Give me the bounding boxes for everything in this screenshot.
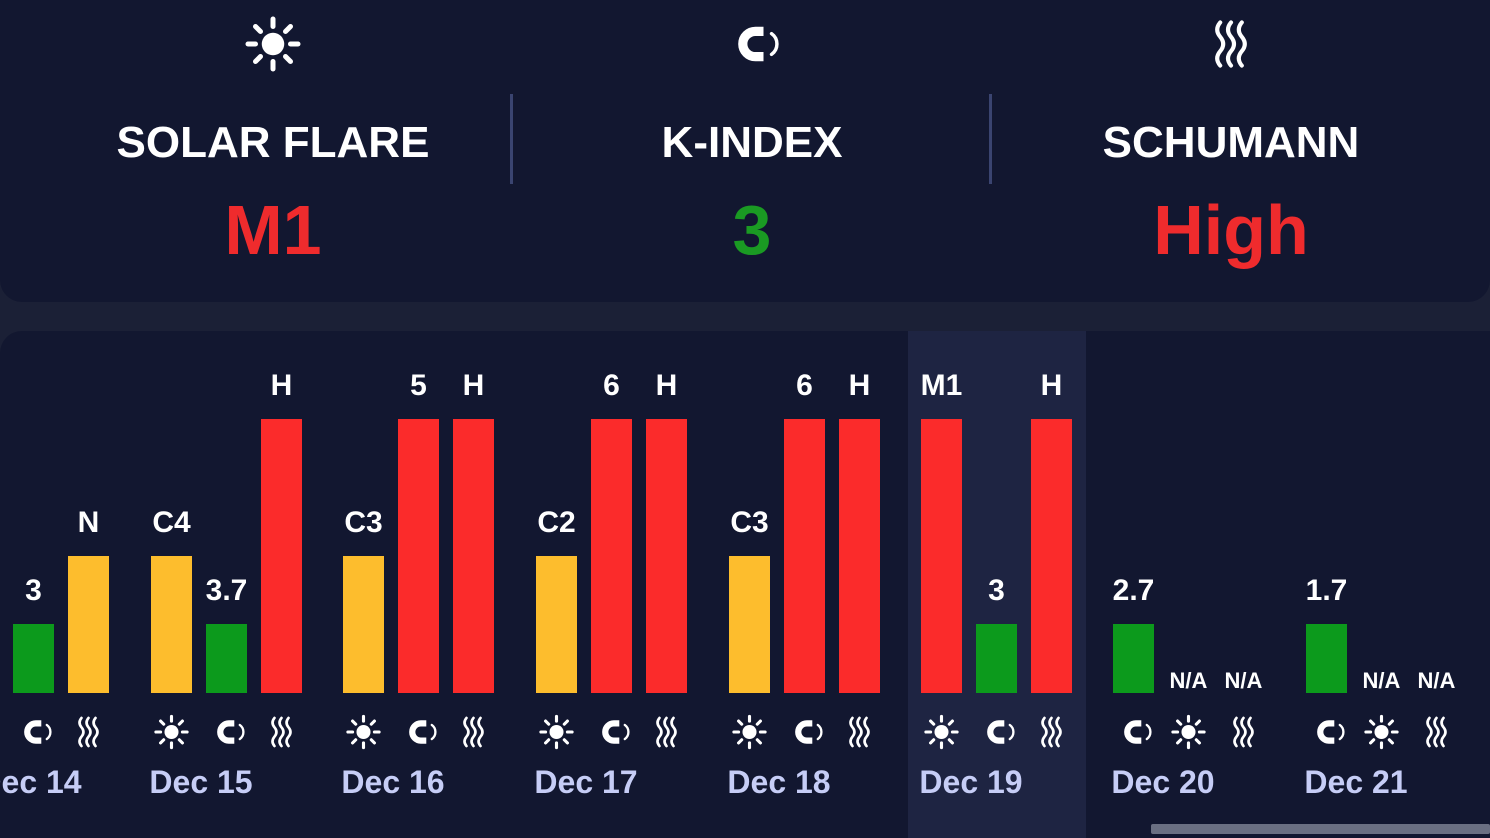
magnet-icon <box>990 723 1013 740</box>
solar-flare-value: M1 <box>224 191 322 269</box>
magnet-icon <box>1320 723 1343 740</box>
k-index-label: 6 <box>603 369 620 402</box>
date-label: Dec 21 <box>1304 764 1407 800</box>
magnet-icon <box>798 723 821 740</box>
k-index-panel[interactable]: K-INDEX 3 <box>513 0 991 302</box>
schumann-bar[interactable] <box>839 419 880 693</box>
forecast-chart-card[interactable]: 3 N Dec 14 C4 3.7 H Dec 15 C3 5 H Dec 16 C2 6 H Dec 17… <box>0 331 1490 838</box>
magnet-icon <box>412 723 435 740</box>
schumann-label: N/A <box>1418 668 1456 693</box>
k-index-label: 5 <box>410 369 427 402</box>
k-index-bar[interactable] <box>1113 624 1154 693</box>
waves-icon <box>463 716 484 748</box>
sun-icon <box>346 714 381 750</box>
sun-icon <box>1364 714 1399 750</box>
horizontal-scrollbar[interactable] <box>1151 824 1490 834</box>
k-index-label: 3 <box>988 574 1005 607</box>
solar-flare-label: M1 <box>921 369 963 402</box>
k-index-bar[interactable] <box>206 624 247 693</box>
date-label: Dec 20 <box>1111 764 1214 800</box>
k-index-label: 1.7 <box>1306 574 1348 607</box>
k-index-title: K-INDEX <box>661 118 843 167</box>
sun-icon <box>924 714 959 750</box>
solar-flare-bar[interactable] <box>151 556 192 693</box>
waves-icon <box>1426 716 1447 748</box>
solar-flare-label: C3 <box>730 506 768 539</box>
solar-flare-bar[interactable] <box>343 556 384 693</box>
magnet-icon <box>220 723 243 740</box>
date-label: Dec 14 <box>0 764 82 800</box>
k-index-label: 2.7 <box>1113 574 1155 607</box>
schumann-panel[interactable]: SCHUMANN High <box>992 0 1470 302</box>
divider <box>989 94 992 184</box>
solar-flare-bar[interactable] <box>536 556 577 693</box>
forecast-chart: 3 N Dec 14 C4 3.7 H Dec 15 C3 5 H Dec 16 C2 6 H Dec 17… <box>0 369 1456 800</box>
sun-icon <box>1171 714 1206 750</box>
k-index-label: 3.7 <box>206 574 248 607</box>
schumann-label: H <box>656 369 678 402</box>
k-index-bar[interactable] <box>1306 624 1347 693</box>
waves-icon <box>78 716 99 748</box>
magnet-icon <box>722 14 782 74</box>
schumann-bar[interactable] <box>1031 419 1072 693</box>
waves-icon <box>271 716 292 748</box>
solar-flare-bar[interactable] <box>729 556 770 693</box>
date-label: Dec 17 <box>534 764 637 800</box>
waves-icon <box>1233 716 1254 748</box>
k-index-label: 3 <box>25 574 42 607</box>
schumann-bar[interactable] <box>646 419 687 693</box>
schumann-label: H <box>849 369 871 402</box>
waves-icon <box>1201 14 1261 74</box>
current-conditions-card: SOLAR FLARE M1 K-INDEX 3 SCHUMANN High <box>0 0 1490 302</box>
divider <box>510 94 513 184</box>
solar-flare-bar[interactable] <box>921 419 962 693</box>
sun-icon <box>243 14 303 74</box>
schumann-bar[interactable] <box>453 419 494 693</box>
waves-icon <box>656 716 677 748</box>
schumann-label: N/A <box>1225 668 1263 693</box>
date-label: Dec 15 <box>149 764 252 800</box>
schumann-title: SCHUMANN <box>1102 118 1360 167</box>
k-index-label: 6 <box>796 369 813 402</box>
date-label: Dec 16 <box>341 764 444 800</box>
solar-flare-title: SOLAR FLARE <box>116 118 430 167</box>
solar-flare-label: N/A <box>1170 668 1208 693</box>
solar-flare-panel[interactable]: SOLAR FLARE M1 <box>34 0 512 302</box>
k-index-bar[interactable] <box>976 624 1017 693</box>
waves-icon <box>849 716 870 748</box>
magnet-icon <box>27 723 50 740</box>
schumann-bar[interactable] <box>68 556 109 693</box>
schumann-value: High <box>1153 191 1309 269</box>
schumann-label: H <box>1041 369 1063 402</box>
sun-icon <box>732 714 767 750</box>
schumann-label: H <box>271 369 293 402</box>
k-index-bar[interactable] <box>13 624 54 693</box>
solar-flare-label: N/A <box>1363 668 1401 693</box>
magnet-icon <box>1127 723 1150 740</box>
schumann-bar[interactable] <box>261 419 302 693</box>
k-index-bar[interactable] <box>591 419 632 693</box>
k-index-bar[interactable] <box>784 419 825 693</box>
solar-flare-label: C3 <box>344 506 382 539</box>
sun-icon <box>154 714 189 750</box>
k-index-bar[interactable] <box>398 419 439 693</box>
schumann-label: N <box>78 506 100 539</box>
magnet-icon <box>605 723 628 740</box>
solar-flare-label: C2 <box>537 506 575 539</box>
schumann-label: H <box>463 369 485 402</box>
k-index-value: 3 <box>732 191 772 269</box>
sun-icon <box>539 714 574 750</box>
waves-icon <box>1041 716 1062 748</box>
date-label: Dec 19 <box>919 764 1022 800</box>
date-label: Dec 18 <box>727 764 830 800</box>
solar-flare-label: C4 <box>152 506 191 539</box>
